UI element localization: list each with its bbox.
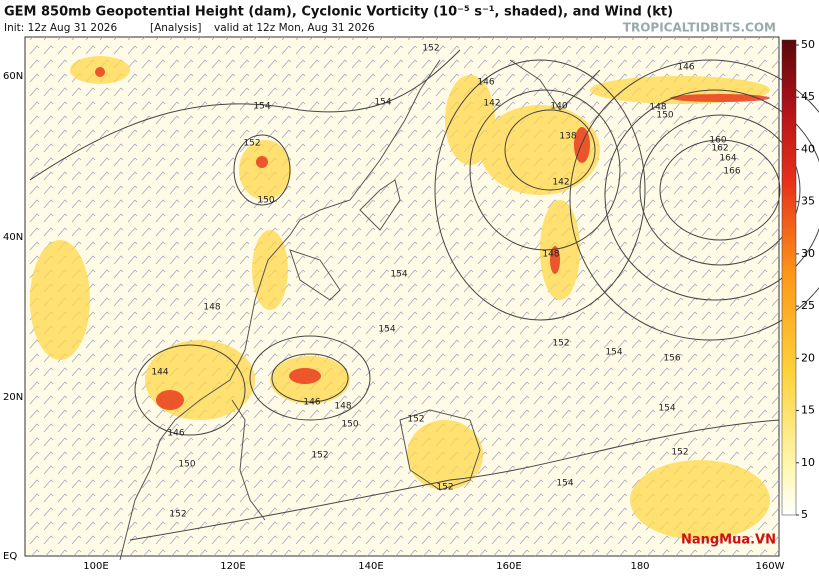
lat-label: 20N — [3, 392, 23, 403]
lon-label: 120E — [220, 561, 245, 572]
colorbar-label: 30 — [801, 247, 815, 260]
vorticity-maxima — [95, 67, 770, 410]
contour-label: 152 — [169, 510, 186, 520]
contour-label: 154 — [390, 270, 407, 280]
contour-label: 148 — [203, 303, 220, 313]
lon-label: 160E — [496, 561, 521, 572]
contour-label: 154 — [374, 98, 391, 108]
lat-label: 40N — [3, 232, 23, 243]
contour-label: 150 — [257, 196, 274, 206]
contour-label: 156 — [663, 354, 680, 364]
height-contours — [29, 49, 819, 541]
map-area — [24, 36, 819, 561]
contour-label: 146 — [677, 63, 694, 73]
colorbar-label: 5 — [801, 508, 808, 521]
contour-label: 142 — [483, 99, 500, 109]
source: TROPICALTIDBITS.COM — [623, 21, 776, 35]
run-type: [Analysis] — [150, 22, 201, 34]
title: GEM 850mb Geopotential Height (dam), Cyc… — [4, 5, 673, 20]
contour-label: 140 — [550, 102, 567, 112]
contour-label: 150 — [656, 111, 673, 121]
contour-label: 154 — [253, 102, 270, 112]
contour-label: 154 — [658, 404, 675, 414]
contour-label: 164 — [719, 154, 736, 164]
lon-label: 140E — [358, 561, 383, 572]
contour-label: 152 — [552, 339, 569, 349]
valid-time: valid at 12z Mon, Aug 31 2026 — [214, 22, 375, 34]
colorbar-label: 15 — [801, 404, 815, 417]
contour-label: 138 — [559, 132, 576, 142]
contour-label: 160 — [709, 136, 726, 146]
watermark: NangMua.VN — [681, 533, 776, 548]
contour-label: 146 — [477, 78, 494, 88]
lat-label: EQ — [3, 551, 17, 562]
colorbar-label: 45 — [801, 90, 815, 103]
contour-label: 154 — [605, 348, 622, 358]
contour-label: 152 — [311, 451, 328, 461]
contour-label: 148 — [334, 402, 351, 412]
contour-label: 150 — [178, 460, 195, 470]
contour-label: 148 — [649, 103, 666, 113]
contour-label: 142 — [552, 178, 569, 188]
contour-label: 166 — [723, 167, 740, 177]
colorbar-label: 25 — [801, 299, 815, 312]
contour-label: 152 — [407, 415, 424, 425]
coastlines — [119, 59, 601, 561]
contour-label: 146 — [167, 429, 184, 439]
contour-label: 152 — [422, 44, 439, 54]
contour-label: 146 — [303, 398, 320, 408]
contour-label: 150 — [341, 420, 358, 430]
colorbar-label: 50 — [801, 38, 815, 51]
colorbar-label: 40 — [801, 142, 815, 155]
contour-label: 152 — [243, 139, 260, 149]
contour-label: 152 — [436, 483, 453, 493]
lon-label: 160W — [756, 561, 785, 572]
colorbar-label: 10 — [801, 456, 815, 469]
init-time: Init: 12z Aug 31 2026 — [4, 22, 117, 34]
colorbar-label: 20 — [801, 351, 815, 364]
contour-label: 154 — [556, 479, 573, 489]
colorbar-label: 35 — [801, 195, 815, 208]
lon-label: 100E — [83, 561, 108, 572]
contour-label: 148 — [542, 250, 559, 260]
lat-label: 60N — [3, 71, 23, 82]
contour-label: 162 — [711, 144, 728, 154]
contour-label: 152 — [671, 448, 688, 458]
contour-label: 144 — [151, 368, 168, 378]
lon-label: 180 — [630, 561, 649, 572]
contour-label: 154 — [378, 325, 395, 335]
colorbar — [781, 39, 797, 516]
